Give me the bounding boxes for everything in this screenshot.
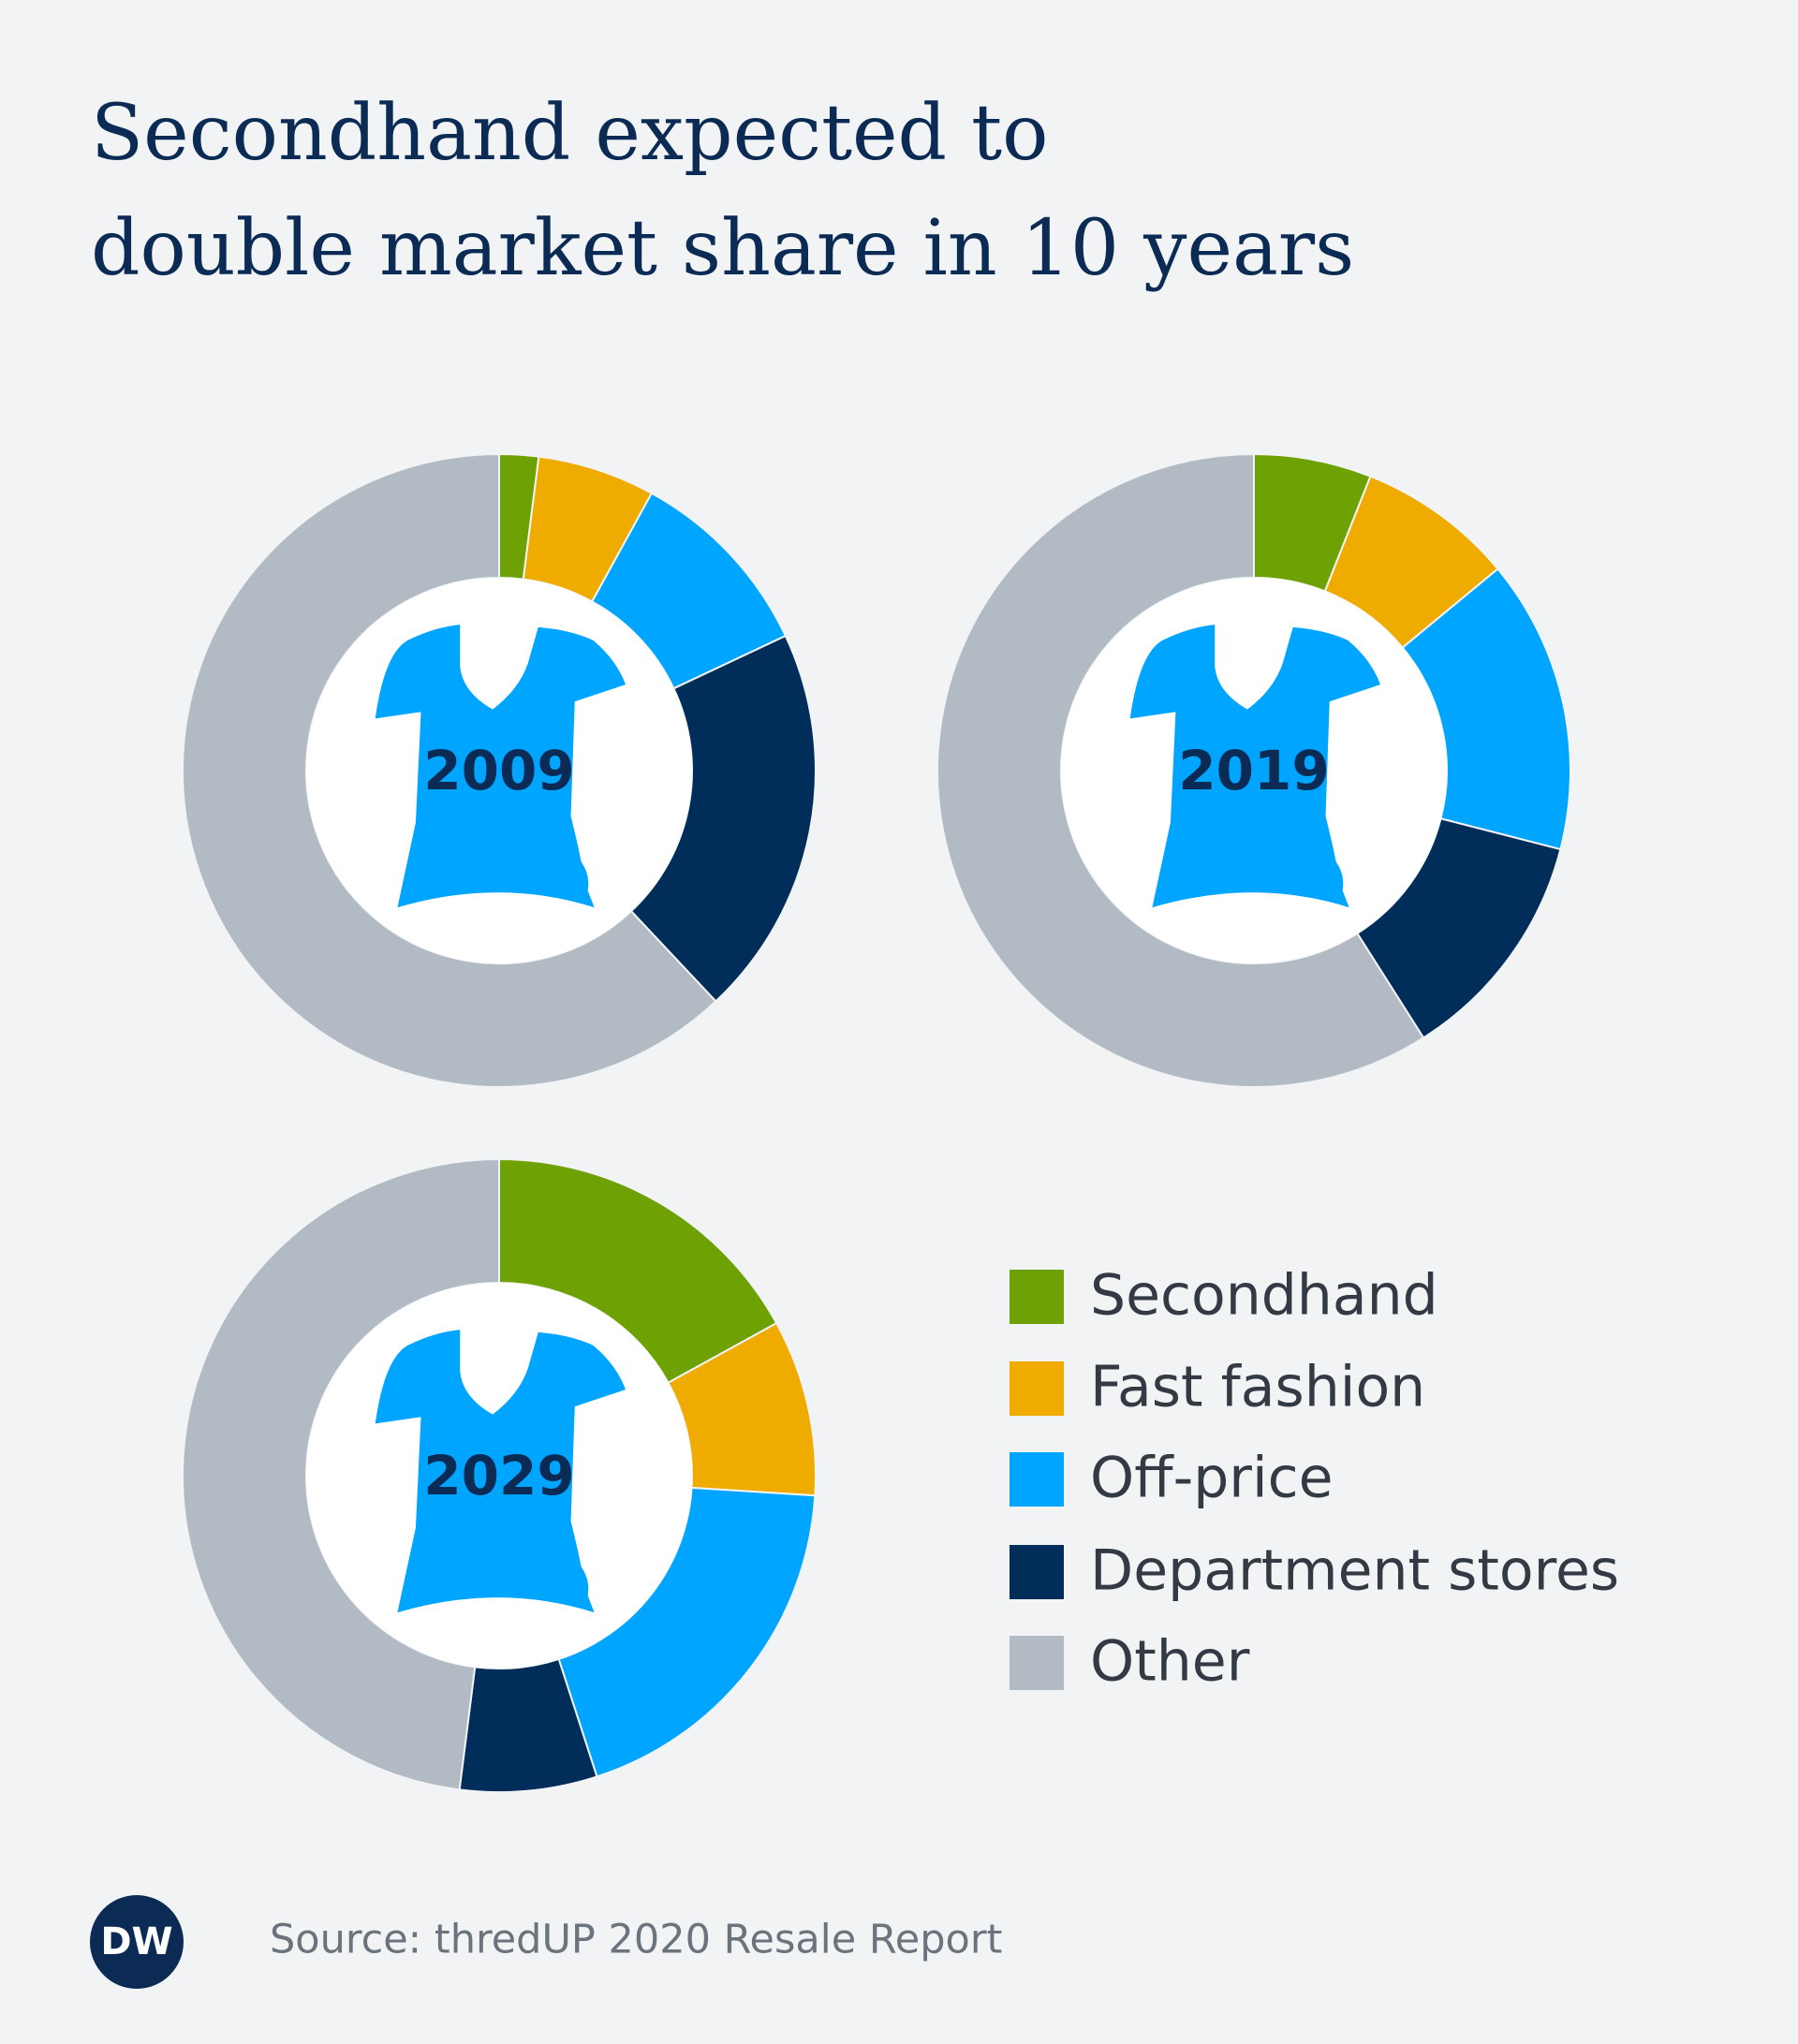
- legend-swatch: [1010, 1452, 1064, 1507]
- legend-label: Other: [1090, 1629, 1250, 1695]
- legend-swatch: [1010, 1361, 1064, 1416]
- legend-swatch: [1010, 1270, 1064, 1324]
- logo: DW: [100, 1920, 172, 1963]
- source: Source: thredUP 2020 Resale Report: [270, 1917, 1002, 1963]
- legend-label: Off-price: [1090, 1446, 1334, 1511]
- shirt-icon: [1129, 625, 1381, 908]
- donut-chart: 2019: [936, 452, 1571, 1088]
- legend-label: Secondhand: [1090, 1263, 1438, 1329]
- title-line: double market share in 10 years: [91, 204, 1354, 293]
- year-label: 2029: [423, 1444, 574, 1507]
- legend-swatch: [1010, 1545, 1064, 1599]
- legend-swatch: [1010, 1636, 1064, 1690]
- logo-circle: [90, 1895, 184, 1989]
- legend-label: Department stores: [1090, 1538, 1619, 1604]
- year-label: 2019: [1178, 739, 1329, 802]
- legend-label: Fast fashion: [1090, 1355, 1425, 1420]
- donut-chart: 2009: [182, 452, 817, 1088]
- shirt-icon: [375, 625, 626, 908]
- donut-slice: [557, 1486, 817, 1778]
- year-label: 2009: [423, 739, 574, 802]
- donut-chart: 2029: [182, 1157, 817, 1793]
- title-line: Secondhand expected to: [91, 89, 1048, 178]
- shirt-icon: [375, 1330, 626, 1613]
